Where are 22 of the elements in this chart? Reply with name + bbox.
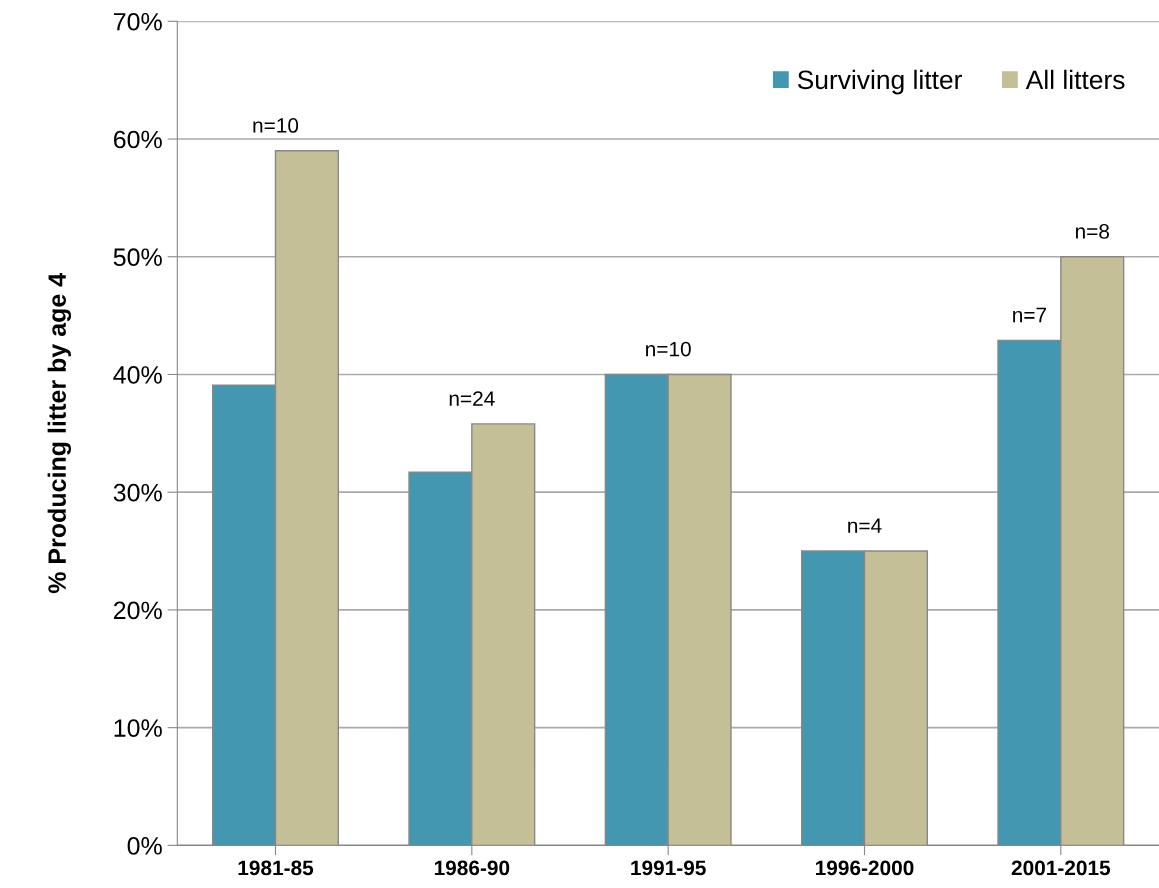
annotation: n=10 <box>253 118 299 133</box>
annotation: n=7 <box>1013 307 1047 323</box>
annotation: n=4 <box>848 518 882 533</box>
y-tick-label: 40% <box>113 366 162 384</box>
y-tick-label: 10% <box>114 719 162 737</box>
y-tick-label: 20% <box>113 601 162 620</box>
annotation: n=10 <box>646 341 691 357</box>
y-axis-title: % Producing litter by age 4 <box>47 273 72 594</box>
legend-label: All litters <box>1025 69 1125 90</box>
y-tick-label: 70% <box>113 12 162 31</box>
x-tick-label: 1981-85 <box>238 860 314 876</box>
x-tick-label: 1986-90 <box>434 860 510 876</box>
x-tick-label: 2001-2015 <box>1011 860 1111 876</box>
y-tick-label: 50% <box>113 248 162 267</box>
y-tick-label: 30% <box>113 483 162 502</box>
x-tick-label: 1991-95 <box>631 860 706 876</box>
y-tick-label: 0% <box>127 836 162 855</box>
y-tick-label: 60% <box>113 130 162 149</box>
annotation: n=24 <box>449 391 495 406</box>
x-tick-label: 1996-2000 <box>816 860 914 876</box>
annotation: n=8 <box>1075 224 1110 239</box>
legend-label: Surviving litter <box>797 69 962 95</box>
